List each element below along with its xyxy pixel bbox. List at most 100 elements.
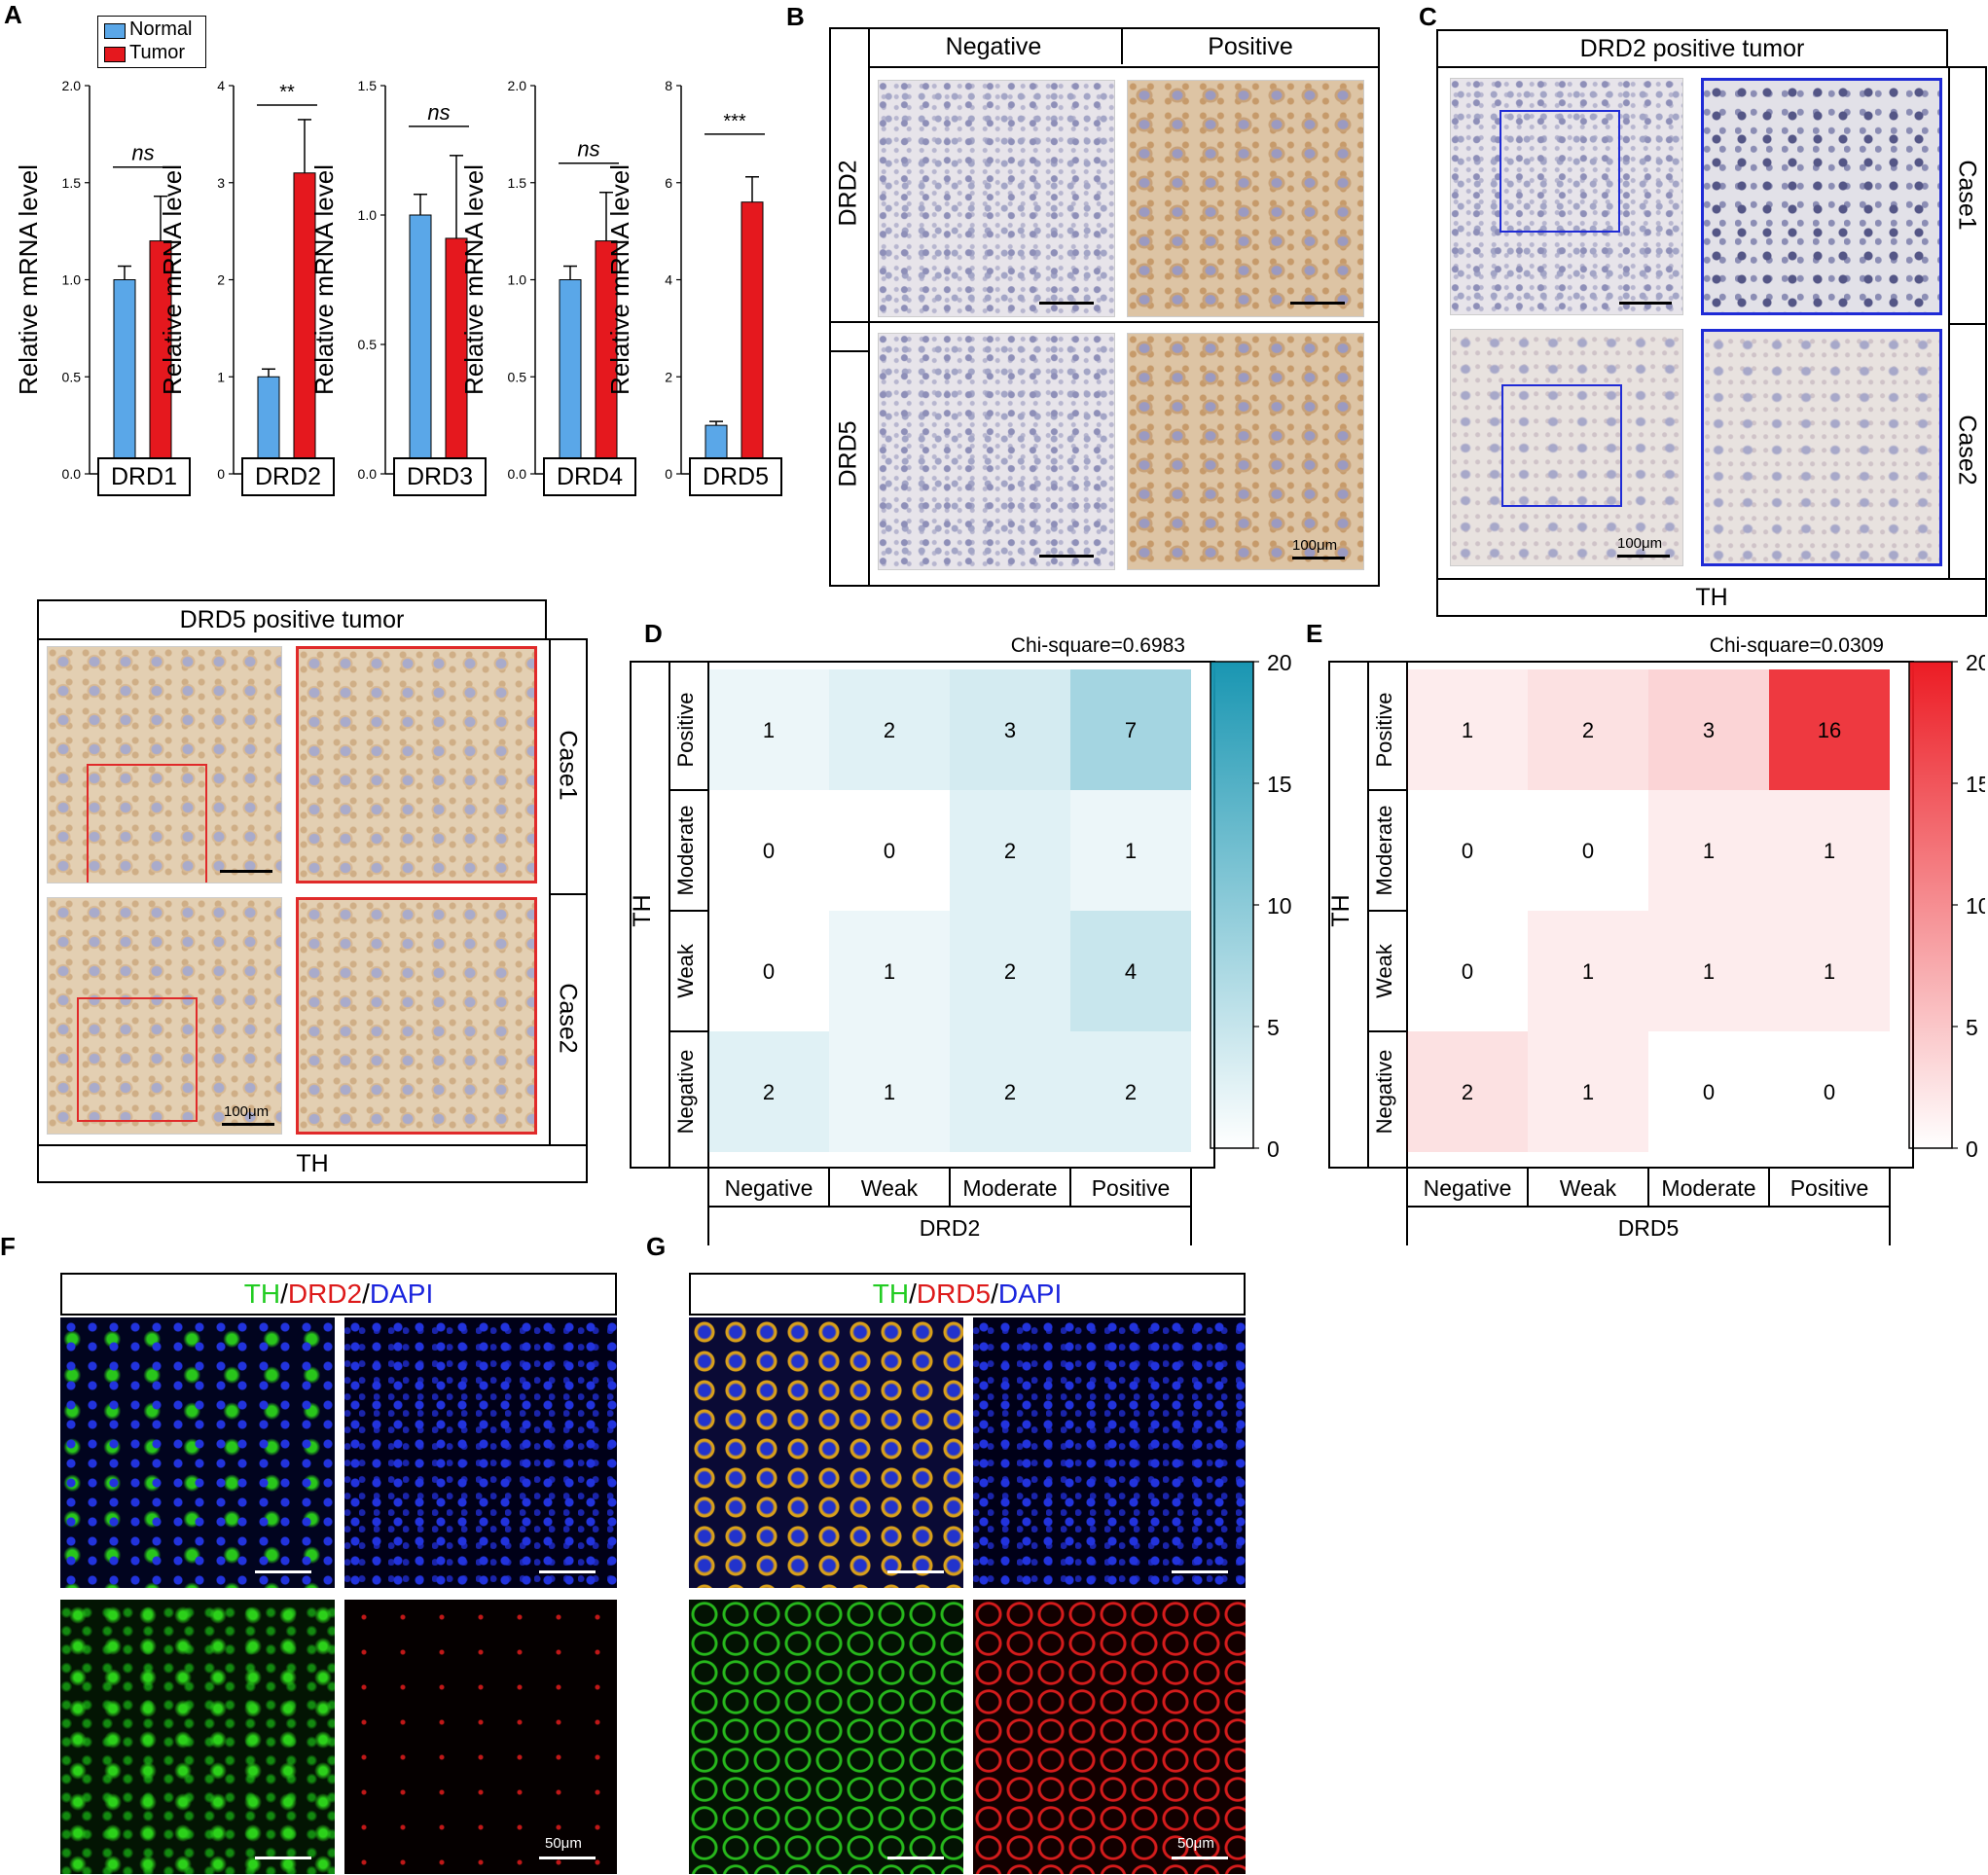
gene-box-drd4: DRD4 [543, 457, 636, 496]
chi-square-label: Chi-square=0.6983 [1011, 634, 1185, 657]
heatmap-cell [1769, 669, 1890, 790]
cell-value: 1 [1703, 839, 1715, 863]
panel-b-col-sep [1121, 29, 1123, 64]
panel-b-frame [829, 27, 1380, 587]
if-drd2-dapi [344, 1317, 617, 1588]
heatmap-cell [950, 1031, 1070, 1152]
y-axis-label: Relative mRNA level [158, 164, 187, 395]
x-axis-label: DRD2 [920, 1215, 981, 1241]
title-separator: / [909, 1279, 917, 1309]
heatmap-cell [950, 669, 1070, 790]
scale-bar [1172, 1570, 1228, 1573]
y-tick-label: 4 [217, 78, 225, 93]
cell-value: 3 [1703, 718, 1715, 742]
if-drd2-th [60, 1600, 335, 1874]
cell-value: 0 [1824, 1080, 1835, 1104]
scale-bar [1039, 555, 1094, 558]
y-tick-label: 1.5 [62, 175, 82, 191]
bar-charts: Relative mRNA level0.00.51.01.52.0nsRela… [14, 78, 769, 482]
panel-b-row-drd2: DRD2 [834, 159, 862, 227]
scale-bar-label: 50μm [1177, 1835, 1214, 1852]
scale-bar [222, 1123, 274, 1126]
gene-box-drd5: DRD5 [689, 457, 782, 496]
scale-bar [1292, 557, 1345, 559]
heatmap-cell [1648, 790, 1769, 911]
zoom-box [87, 764, 207, 883]
y-tick-label: 0.5 [62, 369, 82, 384]
ihc-drd5-case2-zoom [296, 897, 537, 1135]
cell-value: 0 [1462, 959, 1473, 984]
ihc-drd5-case1-overview [47, 646, 282, 883]
if-drd5-merge [689, 1317, 963, 1588]
panel-drd5-frame [37, 638, 588, 1183]
y-tick-label: 3 [217, 175, 225, 191]
panel-b-col-positive: Positive [1208, 32, 1293, 60]
heatmap-cell [1769, 911, 1890, 1031]
sig-label: ** [279, 82, 295, 103]
cell-value: 7 [1125, 718, 1137, 742]
gene-box-drd1: DRD1 [97, 457, 191, 496]
ihc-drd2-case1-overview [1450, 78, 1683, 315]
cell-value: 1 [1582, 1080, 1594, 1104]
title-drd: DRD5 [916, 1279, 992, 1309]
heatmap-cell [829, 669, 950, 790]
colorbar-tick-label: 20 [1267, 650, 1292, 675]
heatmap-cell [708, 1031, 829, 1152]
x-tick-label: Weak [1560, 1175, 1617, 1201]
cell-value: 4 [1125, 959, 1137, 984]
row-label: Weak [1372, 943, 1396, 998]
y-tick-label: 1.5 [508, 175, 527, 191]
heatmap-cell [1528, 669, 1648, 790]
ihc-drd2-case2-overview [1450, 329, 1683, 566]
panel-c-frame [1436, 66, 1987, 617]
cell-value: 2 [884, 718, 895, 742]
ihc-drd2-positive [1127, 80, 1364, 317]
cell-value: 1 [1125, 839, 1137, 863]
scale-bar [539, 1570, 596, 1573]
panel-b-header-row [868, 29, 1380, 68]
scale-bar-label: 100μm [1617, 535, 1663, 552]
y-axis-label: Relative mRNA level [459, 164, 488, 395]
title-drd: DRD2 [287, 1279, 363, 1309]
cell-value: 1 [1582, 959, 1594, 984]
y-tick-label: 1.0 [358, 207, 378, 223]
panel-drd5-case2-label: Case2 [554, 982, 582, 1054]
colorbar-tick-label: 0 [1966, 1136, 1978, 1162]
cell-value: 0 [763, 839, 775, 863]
x-tick-label: Positive [1092, 1175, 1171, 1201]
x-tick-label: Negative [1424, 1175, 1512, 1201]
scale-bar [1619, 302, 1672, 305]
panel-letter-g: G [646, 1232, 667, 1261]
colorbar-tick-label: 0 [1267, 1136, 1280, 1162]
row-label: Weak [673, 943, 698, 998]
scale-bar [1290, 302, 1345, 305]
colorbar-tick-label: 15 [1267, 772, 1292, 797]
cell-value: 2 [1004, 1080, 1016, 1104]
zoom-box [77, 997, 198, 1122]
scale-bar [887, 1857, 944, 1859]
cell-value: 0 [763, 959, 775, 984]
heatmap-cell [1070, 790, 1191, 911]
ihc-drd5-case1-zoom [296, 646, 537, 883]
panel-c-case2-label: Case2 [1953, 414, 1981, 486]
legend-swatch-tumor [104, 47, 126, 62]
zoom-box [1501, 384, 1622, 507]
panel-b-mid-sep [831, 321, 1380, 323]
y-tick-label: 2 [217, 272, 225, 288]
x-tick-label: Moderate [962, 1175, 1057, 1201]
cell-value: 3 [1004, 718, 1016, 742]
ihc-drd2-negative [878, 80, 1115, 317]
panel-c-footer-sep [1438, 578, 1987, 580]
y-tick-label: 2.0 [508, 78, 527, 93]
sig-label: ns [577, 137, 599, 162]
cell-value: 1 [763, 718, 775, 742]
colorbar-tick-label: 10 [1267, 893, 1292, 919]
scale-bar [887, 1570, 944, 1573]
heatmap-cell [1528, 1031, 1648, 1152]
y-axis-label: TH [1327, 894, 1355, 926]
ihc-drd5-negative [878, 333, 1115, 570]
bar-chart-group: Relative mRNA level0.00.51.01.52.0nsRela… [14, 78, 769, 482]
panel-drd5-case-divider [549, 893, 588, 895]
title-dapi: DAPI [369, 1279, 434, 1309]
